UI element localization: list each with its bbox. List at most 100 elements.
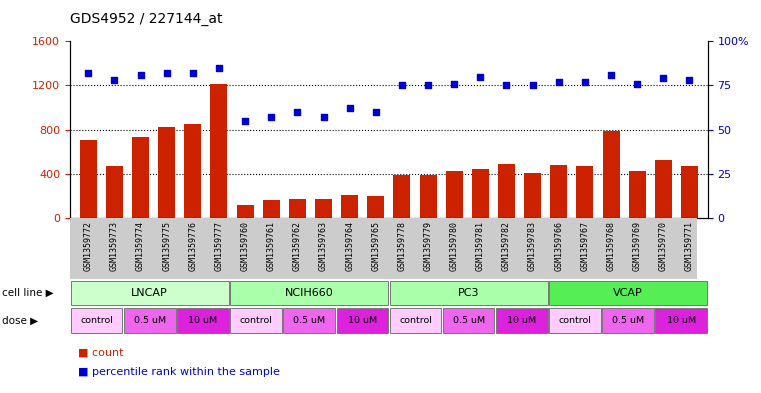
Bar	[524, 173, 541, 218]
Bar	[184, 124, 202, 218]
Bar	[472, 169, 489, 218]
Bar	[446, 171, 463, 218]
Text: GSM1359782: GSM1359782	[502, 221, 511, 271]
Bar	[132, 138, 149, 218]
Bar	[71, 281, 228, 305]
Text: 10 uM: 10 uM	[667, 316, 696, 325]
Bar	[80, 140, 97, 218]
Text: control: control	[240, 316, 272, 325]
Text: GSM1359770: GSM1359770	[659, 221, 668, 271]
Text: dose ▶: dose ▶	[2, 316, 37, 326]
Bar	[393, 175, 410, 218]
Text: NCIH660: NCIH660	[285, 288, 333, 298]
Text: 10 uM: 10 uM	[188, 316, 218, 325]
Text: cell line ▶: cell line ▶	[2, 288, 53, 298]
Text: GSM1359766: GSM1359766	[554, 221, 563, 271]
Point	[108, 77, 120, 83]
Text: 10 uM: 10 uM	[507, 316, 537, 325]
Point	[683, 77, 696, 83]
Point	[501, 82, 513, 88]
Bar	[336, 309, 388, 333]
Text: GSM1359762: GSM1359762	[293, 221, 302, 271]
Bar	[71, 309, 123, 333]
Point	[265, 114, 277, 120]
Text: GSM1359768: GSM1359768	[607, 221, 616, 271]
Text: GSM1359767: GSM1359767	[581, 221, 589, 271]
Point	[396, 82, 408, 88]
Bar	[390, 281, 547, 305]
Bar	[549, 281, 707, 305]
Point	[448, 81, 460, 87]
Bar	[550, 165, 567, 218]
Text: GSM1359764: GSM1359764	[345, 221, 354, 271]
Text: GSM1359781: GSM1359781	[476, 221, 485, 271]
Text: GSM1359776: GSM1359776	[189, 221, 197, 271]
Point	[474, 73, 486, 80]
Bar	[498, 164, 515, 218]
Bar	[602, 309, 654, 333]
Point	[161, 70, 173, 76]
Bar	[681, 166, 698, 218]
Text: GSM1359771: GSM1359771	[685, 221, 694, 271]
Bar	[603, 131, 619, 218]
Point	[291, 109, 304, 115]
Bar	[283, 309, 335, 333]
Bar	[654, 160, 672, 218]
Text: GSM1359780: GSM1359780	[450, 221, 459, 271]
Text: GSM1359769: GSM1359769	[632, 221, 642, 271]
Point	[658, 75, 670, 82]
Bar	[549, 309, 600, 333]
Text: GSM1359774: GSM1359774	[136, 221, 145, 271]
Text: 0.5 uM: 0.5 uM	[453, 316, 485, 325]
Point	[631, 81, 643, 87]
Text: 10 uM: 10 uM	[348, 316, 377, 325]
Point	[422, 82, 435, 88]
Text: 0.5 uM: 0.5 uM	[293, 316, 325, 325]
Point	[527, 82, 539, 88]
Text: GDS4952 / 227144_at: GDS4952 / 227144_at	[70, 11, 222, 26]
Text: control: control	[559, 316, 591, 325]
Point	[343, 105, 355, 112]
Text: GSM1359760: GSM1359760	[240, 221, 250, 271]
Text: 0.5 uM: 0.5 uM	[612, 316, 644, 325]
Point	[82, 70, 94, 76]
Text: GSM1359778: GSM1359778	[397, 221, 406, 271]
Bar	[289, 199, 306, 218]
Bar	[231, 281, 388, 305]
Point	[213, 64, 225, 71]
Text: ■ percentile rank within the sample: ■ percentile rank within the sample	[78, 367, 279, 377]
Point	[317, 114, 330, 120]
Point	[579, 79, 591, 85]
Bar	[237, 205, 253, 218]
Bar	[496, 309, 547, 333]
Text: ■ count: ■ count	[78, 348, 123, 358]
Bar	[263, 200, 280, 218]
Bar	[576, 166, 594, 218]
Text: LNCAP: LNCAP	[132, 288, 168, 298]
Bar	[443, 309, 495, 333]
Text: control: control	[399, 316, 432, 325]
Text: GSM1359763: GSM1359763	[319, 221, 328, 271]
Text: GSM1359775: GSM1359775	[162, 221, 171, 271]
Text: GSM1359765: GSM1359765	[371, 221, 380, 271]
Bar	[158, 127, 175, 218]
Bar	[341, 195, 358, 218]
Bar	[368, 196, 384, 218]
Point	[135, 72, 147, 78]
Bar	[106, 166, 123, 218]
Point	[552, 79, 565, 85]
Bar	[629, 171, 645, 218]
Text: GSM1359773: GSM1359773	[110, 221, 119, 271]
Text: 0.5 uM: 0.5 uM	[134, 316, 166, 325]
Point	[605, 72, 617, 78]
Text: GSM1359783: GSM1359783	[528, 221, 537, 271]
Bar	[124, 309, 176, 333]
Text: control: control	[80, 316, 113, 325]
Text: GSM1359779: GSM1359779	[424, 221, 432, 271]
Bar	[211, 84, 228, 218]
Bar	[315, 199, 332, 218]
Bar	[419, 175, 437, 218]
Text: GSM1359772: GSM1359772	[84, 221, 93, 271]
Text: PC3: PC3	[458, 288, 479, 298]
Bar	[390, 309, 441, 333]
